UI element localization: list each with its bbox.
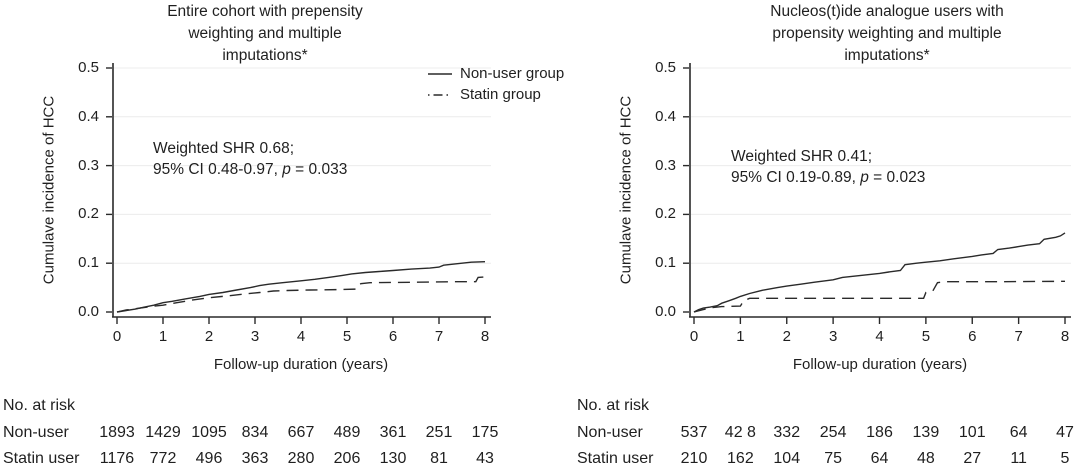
y-tick-label: 0.1 [78, 254, 99, 272]
annotation-line1: Weighted SHR 0.68; [153, 140, 295, 157]
risk-table-heading-left: No. at risk [3, 397, 76, 414]
x-tick-label: 4 [875, 328, 884, 345]
annotation-ci: 95% CI 0.19-0.89, [731, 169, 861, 186]
risk-row-label: Statin user [3, 450, 80, 467]
x-tick-label: 5 [921, 328, 931, 345]
risk-value: 332 [773, 424, 801, 441]
risk-value: 162 [727, 450, 754, 467]
x-axis-label-left: Follow-up duration (years) [213, 356, 389, 373]
y-tick-label: 0.5 [655, 59, 676, 76]
risk-value: 834 [241, 424, 269, 441]
risk-row-label: Non-user [3, 424, 69, 441]
risk-row-label: Non-user [577, 424, 643, 441]
risk-row-label: Statin user [577, 450, 654, 467]
y-tick-label: 0.2 [655, 205, 676, 223]
x-tick-label: 4 [296, 328, 306, 345]
x-tick-label: 8 [1060, 328, 1070, 345]
series-non-user-group [116, 261, 486, 313]
panel-title-right: Nucleos(t)ide analogue users with propen… [770, 3, 1004, 64]
risk-value: 1176 [99, 450, 135, 467]
x-tick-label: 5 [342, 328, 352, 345]
x-tick-label: 6 [388, 328, 398, 345]
x-tick-label: 1 [158, 328, 168, 345]
x-tick-label: 2 [204, 328, 214, 345]
legend-label: Statin group [460, 86, 541, 103]
risk-value: 667 [287, 424, 315, 441]
risk-value: 81 [430, 450, 448, 467]
annotation-p-value: = 0.033 [290, 161, 348, 178]
x-tick-label: 0 [112, 328, 122, 345]
risk-value: 5 [1060, 450, 1070, 467]
risk-value: 11 [1010, 450, 1027, 467]
shr-annotation-left: Weighted SHR 0.68; 95% CI 0.48-0.97, p =… [153, 138, 347, 180]
risk-value: 206 [333, 450, 361, 467]
x-tick-label: 8 [480, 328, 490, 345]
risk-value: 27 [963, 450, 982, 467]
y-tick-label: 0.3 [655, 156, 676, 174]
risk-value: 210 [680, 450, 708, 467]
annotation-p-value: = 0.023 [868, 169, 926, 186]
y-tick-label: 0.5 [78, 59, 99, 76]
y-tick-label: 0.4 [655, 107, 676, 125]
risk-value: 489 [333, 424, 361, 441]
risk-value: 48 [916, 450, 935, 467]
y-tick-label: 0.0 [655, 303, 676, 320]
risk-table-heading-right: No. at risk [577, 397, 650, 414]
risk-value: 772 [149, 450, 177, 467]
annotation-line1: Weighted SHR 0.41; [731, 148, 873, 165]
risk-value: 361 [379, 424, 407, 441]
annotation-p-symbol: p [860, 169, 869, 186]
risk-value: 139 [912, 424, 940, 441]
x-tick-label: 6 [968, 328, 977, 345]
y-tick-label: 0.0 [78, 303, 99, 320]
risk-value: 251 [425, 424, 453, 441]
risk-value: 280 [287, 450, 315, 467]
legend-item-statin: Statin group [427, 84, 564, 105]
risk-value: 101 [958, 424, 986, 441]
risk-value: 42 8 [724, 424, 756, 441]
risk-value: 130 [379, 450, 407, 467]
risk-value: 1429 [145, 424, 181, 441]
x-tick-label: 3 [828, 328, 838, 345]
risk-value: 75 [824, 450, 843, 467]
risk-value: 47 [1056, 424, 1074, 441]
x-tick-label: 7 [434, 328, 444, 345]
series-non-user-group [693, 232, 1066, 313]
risk-value: 1095 [191, 424, 227, 441]
risk-value: 175 [471, 424, 499, 441]
y-tick-label: 0.4 [78, 107, 99, 125]
risk-value: 64 [870, 450, 889, 467]
series-statin-group [693, 280, 1066, 313]
risk-value: 1893 [99, 424, 135, 441]
x-tick-label: 2 [782, 328, 791, 345]
risk-value: 43 [476, 450, 494, 467]
x-axis-label-right: Follow-up duration (years) [792, 356, 968, 373]
legend: Non-user group Statin group [427, 63, 564, 105]
legend-line-solid-icon [428, 72, 452, 75]
x-tick-label: 0 [689, 328, 699, 345]
risk-value: 104 [773, 450, 801, 467]
y-tick-label: 0.1 [655, 254, 676, 272]
y-tick-label: 0.2 [78, 205, 99, 223]
risk-value: 254 [819, 424, 847, 441]
panel-title-left: Entire cohort with prepensity weighting … [167, 3, 363, 64]
risk-value: 537 [680, 424, 708, 441]
annotation-ci: 95% CI 0.48-0.97, [153, 161, 283, 178]
risk-value: 64 [1009, 424, 1028, 441]
y-tick-label: 0.3 [78, 156, 99, 174]
shr-annotation-right: Weighted SHR 0.41; 95% CI 0.19-0.89, p =… [731, 146, 925, 188]
legend-line-dashdot-icon [428, 93, 452, 96]
legend-label: Non-user group [460, 65, 565, 82]
risk-value: 186 [866, 424, 893, 441]
risk-value: 363 [241, 450, 269, 467]
x-tick-label: 1 [736, 328, 745, 345]
x-tick-label: 7 [1014, 328, 1023, 345]
legend-item-non-user: Non-user group [427, 63, 564, 84]
risk-value: 496 [195, 450, 223, 467]
annotation-p-symbol: p [282, 161, 291, 178]
x-tick-label: 3 [250, 328, 260, 345]
series-statin-group [116, 276, 486, 313]
